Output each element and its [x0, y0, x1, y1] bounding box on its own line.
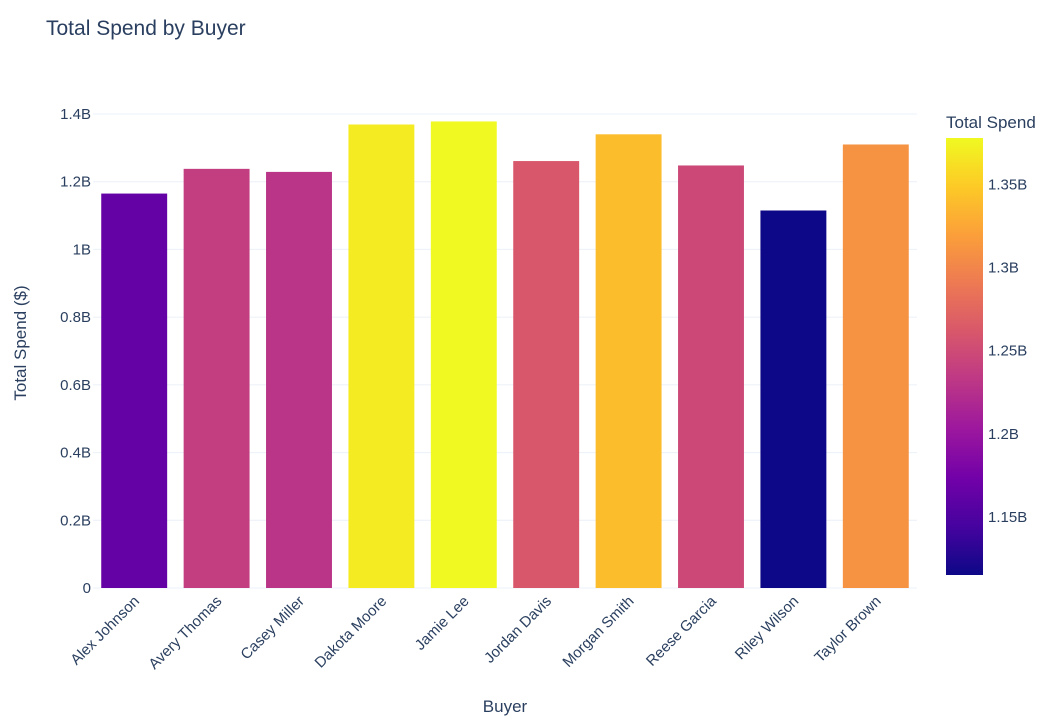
bar-jordan-davis[interactable]: [513, 161, 580, 588]
colorbar-tick-label: 1.2B: [988, 426, 1019, 443]
colorbar-tick-label: 1.35B: [988, 177, 1027, 194]
bar-riley-wilson[interactable]: [760, 210, 827, 588]
x-tick-label: Taylor Brown: [811, 593, 884, 666]
bar-avery-thomas[interactable]: [183, 168, 250, 588]
y-axis-ticks: 0 0.2B 0.4B 0.6B 0.8B 1B 1.2B 1.4B: [60, 106, 91, 597]
colorbar-tick-label: 1.3B: [988, 260, 1019, 277]
y-tick-label: 0.4B: [60, 445, 91, 462]
x-tick-label: Jamie Lee: [412, 593, 473, 654]
bar-morgan-smith[interactable]: [595, 134, 662, 589]
y-axis-title: Total Spend ($): [11, 285, 30, 400]
y-tick-label: 0.2B: [60, 512, 91, 529]
bar-dakota-moore[interactable]: [348, 124, 415, 588]
bar-casey-miller[interactable]: [266, 171, 332, 588]
x-tick-label: Riley Wilson: [732, 593, 802, 663]
colorbar-gradient: [946, 138, 983, 575]
bar-taylor-brown[interactable]: [842, 144, 909, 588]
bars: [101, 121, 909, 589]
bar-reese-garcia[interactable]: [678, 165, 744, 588]
x-tick-label: Dakota Moore: [312, 593, 391, 672]
bar-alex-johnson[interactable]: [101, 193, 168, 589]
colorbar: Total Spend 1.15B 1.2B 1.25B 1.3B 1.35B: [946, 113, 1036, 575]
x-axis-title: Buyer: [483, 697, 528, 716]
bar-jamie-lee[interactable]: [430, 121, 497, 588]
x-tick-label: Reese Garcia: [643, 592, 720, 669]
y-tick-label: 0: [83, 580, 91, 597]
colorbar-tick-label: 1.25B: [988, 343, 1027, 360]
x-tick-label: Jordan Davis: [481, 593, 555, 667]
y-tick-label: 0.6B: [60, 377, 91, 394]
x-tick-label: Morgan Smith: [559, 593, 637, 671]
chart-title: Total Spend by Buyer: [46, 17, 246, 40]
y-tick-label: 0.8B: [60, 309, 91, 326]
x-tick-label: Avery Thomas: [145, 593, 225, 673]
x-tick-label: Casey Miller: [237, 593, 307, 663]
y-tick-label: 1.2B: [60, 174, 91, 191]
colorbar-tick-label: 1.15B: [988, 509, 1027, 526]
colorbar-title: Total Spend: [946, 113, 1036, 132]
y-tick-label: 1.4B: [60, 106, 91, 123]
colorbar-ticks: 1.15B 1.2B 1.25B 1.3B 1.35B: [988, 177, 1027, 526]
x-tick-label: Alex Johnson: [67, 593, 143, 669]
x-axis-ticks: Alex Johnson Avery Thomas Casey Miller Dako…: [67, 592, 884, 672]
y-tick-label: 1B: [73, 241, 91, 258]
